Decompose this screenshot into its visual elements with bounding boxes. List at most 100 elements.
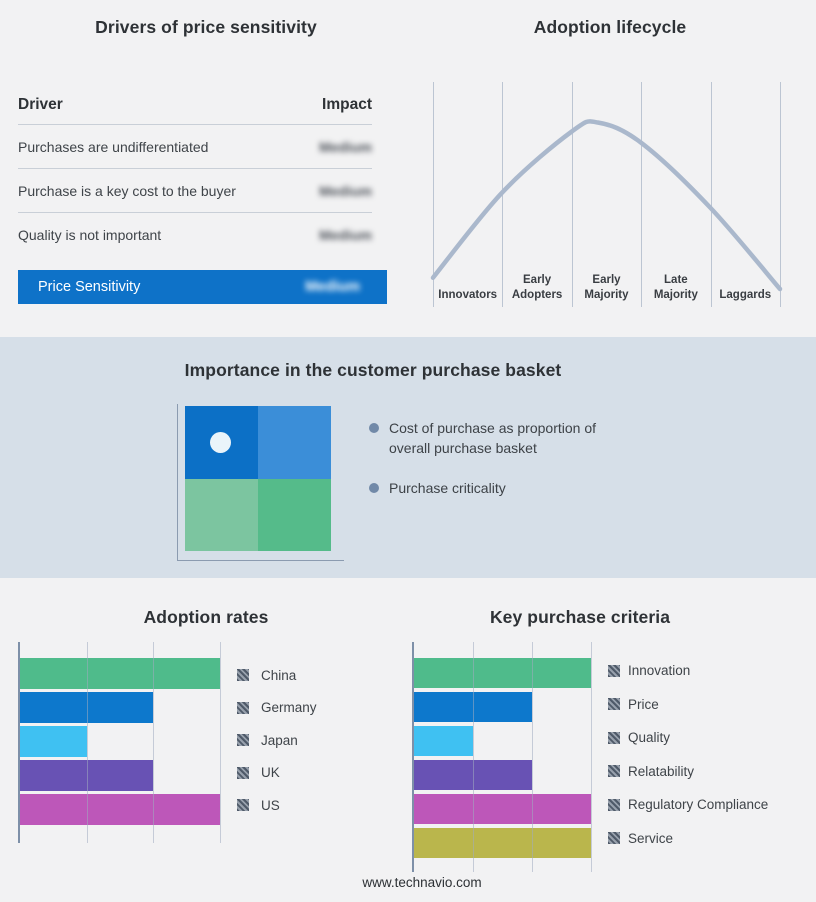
- legend-swatch-icon: [608, 731, 620, 744]
- legend-label: Relatability: [628, 763, 695, 779]
- legend-item-us: US: [237, 789, 317, 822]
- legend-label: Service: [628, 830, 674, 846]
- lifecycle-gridline: [710, 82, 712, 307]
- bar-regulatory-compliance: [414, 794, 591, 824]
- legend-item-relatability: Relatability: [608, 755, 768, 789]
- price-sensitivity-row: Price Sensitivity Medium: [18, 270, 387, 304]
- bullet-dot-icon: [369, 423, 379, 433]
- legend-swatch-icon: [237, 734, 249, 747]
- table-row: Quality is not important Medium: [18, 213, 372, 257]
- bullet-item: Cost of purchase as proportion of overal…: [369, 418, 649, 458]
- bullet-dot-icon: [369, 483, 379, 493]
- bar-service: [414, 828, 591, 858]
- bar-us: [20, 794, 220, 825]
- drivers-title: Drivers of price sensitivity: [95, 17, 317, 37]
- key-purchase-criteria-legend: Innovation Price Quality Relatability Regula…: [608, 654, 768, 855]
- lifecycle-title: Adoption lifecycle: [533, 17, 687, 37]
- stage-label-late-majority: Late Majority: [653, 273, 698, 302]
- lifecycle-curve: [430, 119, 783, 292]
- legend-swatch-icon: [237, 799, 249, 812]
- quadrant-marker-dot: [210, 432, 231, 453]
- impact-cell: Medium: [319, 227, 372, 243]
- table-row: Purchases are undifferentiated Medium: [18, 125, 372, 169]
- lifecycle-gridline: [433, 82, 434, 307]
- legend-label: Japan: [261, 732, 298, 748]
- table-body: Purchases are undifferentiated Medium Purc…: [18, 125, 372, 257]
- legend-swatch-icon: [237, 766, 249, 779]
- quadrant-top-right: [258, 406, 331, 479]
- lifecycle-gridline: [571, 82, 573, 307]
- stage-label-early-adopters: Early Adopters: [511, 273, 563, 302]
- website-footer: www.technavio.com: [362, 875, 482, 890]
- legend-label: UK: [261, 765, 280, 781]
- legend-label: US: [261, 797, 280, 813]
- legend-item-uk: UK: [237, 757, 317, 790]
- table-header: Driver Impact: [18, 94, 372, 125]
- chart-gridline: [473, 642, 474, 872]
- legend-label: Innovation: [628, 663, 691, 679]
- legend-item-service: Service: [608, 822, 768, 856]
- quadrant-axis: [177, 404, 344, 561]
- price-sensitivity-impact: Medium: [305, 279, 360, 295]
- legend-item-quality: Quality: [608, 721, 768, 755]
- legend-swatch-icon: [608, 832, 620, 845]
- quadrant-bottom-right: [258, 478, 331, 551]
- driver-cell: Purchase is a key cost to the buyer: [18, 182, 236, 199]
- bar-china: [20, 658, 220, 689]
- price-sensitivity-label: Price Sensitivity: [38, 279, 141, 295]
- adoption-lifecycle-chart: Innovators Early Adopters Early Majority La…: [430, 82, 783, 307]
- adoption-rates-chart: [18, 642, 221, 843]
- driver-cell: Purchases are undifferentiated: [18, 138, 209, 155]
- chart-gridline: [532, 642, 533, 872]
- lifecycle-stage-labels: Innovators Early Adopters Early Majority La…: [433, 273, 780, 304]
- impact-cell: Medium: [319, 182, 372, 199]
- chart-gridline: [86, 642, 88, 843]
- column-header-driver: Driver: [18, 96, 63, 113]
- purchase-basket-band: Importance in the customer purchase bask…: [0, 337, 816, 578]
- legend-label: China: [261, 667, 297, 683]
- legend-swatch-icon: [608, 765, 620, 778]
- legend-label: Quality: [628, 730, 671, 746]
- chart-gridline: [220, 642, 221, 843]
- impact-cell: Medium: [319, 138, 372, 155]
- column-header-impact: Impact: [322, 96, 372, 113]
- adoption-rates-title: Adoption rates: [143, 607, 269, 627]
- basket-title: Importance in the customer purchase bask…: [184, 360, 562, 380]
- adoption-rates-legend: China Germany Japan UK US: [237, 659, 317, 822]
- legend-swatch-icon: [608, 664, 620, 677]
- table-row: Purchase is a key cost to the buyer Mediu…: [18, 169, 372, 213]
- driver-cell: Quality is not important: [18, 227, 162, 243]
- stage-label-early-majority: Early Majority: [584, 273, 629, 302]
- legend-label: Germany: [261, 700, 317, 716]
- legend-swatch-icon: [608, 798, 620, 811]
- drivers-table: Driver Impact Purchases are undifferenti…: [18, 94, 372, 257]
- legend-label: Price: [628, 696, 659, 712]
- legend-label: Regulatory Compliance: [628, 797, 769, 813]
- quadrant-graphic: [185, 406, 331, 551]
- stage-label-innovators: Innovators: [438, 289, 498, 302]
- quadrant-top-left: [185, 406, 258, 479]
- bar-innovation: [414, 658, 591, 688]
- legend-item-germany: Germany: [237, 692, 317, 725]
- chart-gridline: [591, 642, 592, 872]
- legend-item-china: China: [237, 659, 317, 692]
- basket-bullet-list: Cost of purchase as proportion of overal…: [369, 418, 649, 518]
- legend-swatch-icon: [608, 698, 620, 711]
- chart-gridline: [153, 642, 155, 843]
- quadrant-bottom-left: [185, 478, 258, 551]
- legend-swatch-icon: [237, 701, 249, 714]
- legend-swatch-icon: [237, 669, 249, 682]
- legend-item-price: Price: [608, 688, 768, 722]
- key-purchase-criteria-chart: [412, 642, 592, 872]
- key-purchase-criteria-title: Key purchase criteria: [489, 607, 671, 627]
- bullet-item: Purchase criticality: [369, 478, 649, 498]
- legend-item-innovation: Innovation: [608, 654, 768, 688]
- bullet-text: Purchase criticality: [389, 480, 506, 496]
- lifecycle-gridline: [780, 82, 781, 307]
- bar-japan: [20, 726, 87, 757]
- legend-item-japan: Japan: [237, 724, 317, 757]
- bar-quality: [414, 726, 473, 756]
- stage-label-laggards: Laggards: [719, 289, 772, 302]
- lifecycle-gridline: [641, 82, 643, 307]
